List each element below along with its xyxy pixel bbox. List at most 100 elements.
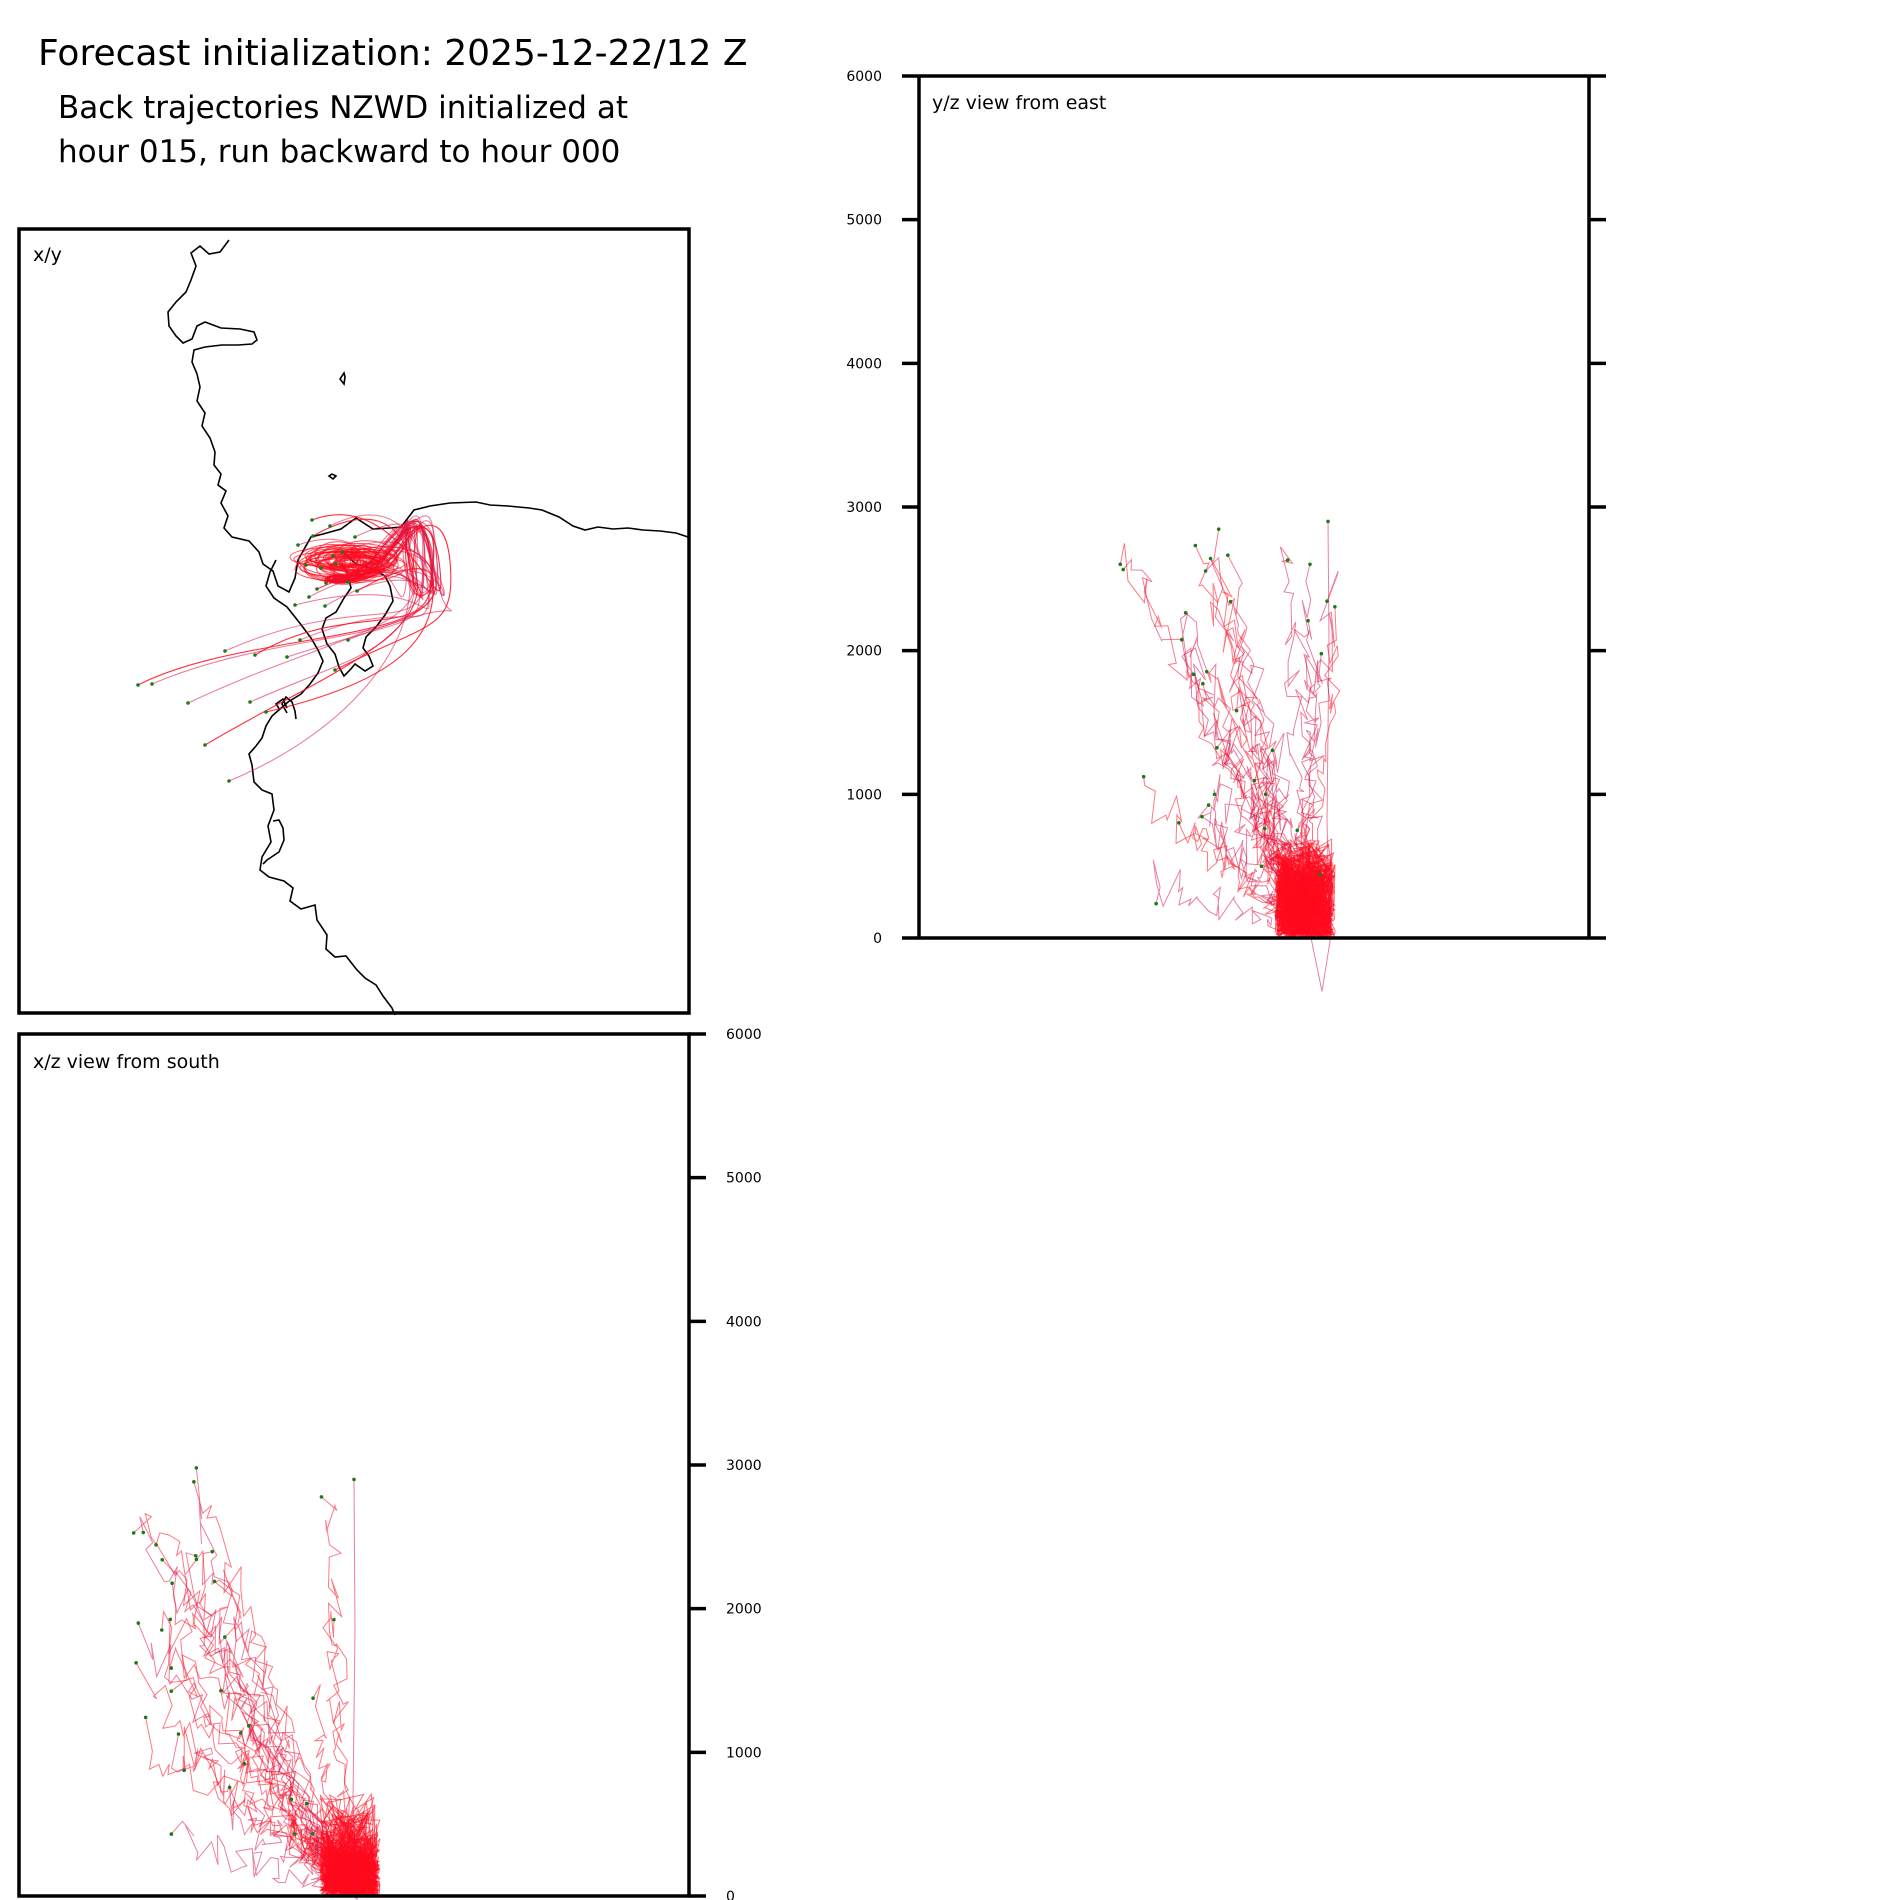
z-tick-label: 0 [873, 931, 882, 947]
trajectory-loop [329, 554, 365, 568]
trajectory-endpoint [134, 1661, 138, 1665]
trajectory-endpoint [1193, 543, 1198, 548]
trajectory-endpoint [154, 1542, 158, 1547]
trajectory-loop [334, 540, 398, 573]
trajectory-endpoint [334, 562, 338, 566]
trajectory-endpoint [1179, 637, 1184, 642]
trajectory-endpoint [1212, 792, 1217, 797]
trajectory-endpoint [253, 653, 257, 657]
trajectory-endpoint [1215, 745, 1219, 750]
trajectory-endpoint [355, 589, 359, 593]
z-tick-label: 5000 [726, 1171, 762, 1187]
trajectory-endpoint [1204, 669, 1209, 674]
trajectory-endpoint [311, 534, 315, 538]
coastline-segment [327, 473, 338, 481]
trajectory-endpoint [1203, 569, 1208, 573]
trajectory-endpoint [150, 682, 154, 686]
coastline-segment [167, 239, 689, 594]
trajectory-endpoint [352, 1477, 356, 1482]
z-tick-label: 5000 [846, 213, 882, 229]
trajectory-endpoint [1200, 814, 1204, 819]
trajectory-endpoint [1234, 708, 1239, 713]
trajectory-endpoint [159, 1628, 164, 1632]
trajectory-endpoint [1226, 553, 1230, 557]
trajectory-endpoint [1252, 778, 1257, 783]
xy-endpoints [136, 518, 359, 783]
trajectory-core [1278, 910, 1336, 939]
trajectory-loop [316, 547, 362, 576]
trajectory-endpoint [293, 603, 297, 607]
trajectory-endpoint [1228, 599, 1233, 604]
trajectory-endpoint [143, 1715, 148, 1720]
trajectory-profile [163, 1619, 355, 1893]
trajectory-endpoint [1121, 567, 1125, 572]
yz-endpoints [1118, 519, 1337, 906]
trajectory-endpoint [304, 1801, 309, 1806]
trajectory-core [324, 1826, 380, 1897]
trajectory-endpoint [1263, 792, 1268, 797]
trajectory-endpoint [292, 1832, 297, 1836]
figure-title: Forecast initialization: 2025-12-22/12 Z [38, 33, 748, 74]
trajectory-endpoint [223, 649, 227, 653]
trajectory-endpoint [169, 1689, 174, 1693]
trajectory-endpoint [1285, 558, 1290, 562]
z-tick-label: 4000 [726, 1314, 762, 1330]
trajectory-endpoint [227, 779, 231, 783]
z-tick-label: 1000 [726, 1745, 762, 1761]
trajectory-endpoint [136, 683, 140, 687]
trajectory-endpoint [182, 1768, 186, 1772]
trajectory-endpoint [194, 1466, 199, 1470]
xz-view-panel: 0 1000 2000 3000 4000 5000 6000 x/z view from … [17, 1027, 762, 1900]
trajectory-endpoint [1191, 672, 1196, 677]
trajectory-loop [289, 546, 381, 568]
trajectory-loop [336, 551, 377, 567]
trajectory-endpoint [333, 668, 337, 672]
z-tick-label: 3000 [846, 500, 882, 516]
trajectory-endpoint [328, 524, 332, 528]
xz-panel-frame [17, 1032, 691, 1898]
coastline-segment [274, 697, 288, 711]
trajectory-profile [135, 1662, 358, 1893]
trajectory-endpoint [1325, 599, 1329, 603]
trajectory-endpoint [141, 1530, 146, 1535]
xz-endpoints [131, 1466, 356, 1836]
trajectory-endpoint [346, 580, 350, 584]
z-tick-label: 6000 [846, 69, 882, 85]
trajectory-path [332, 526, 435, 595]
trajectory-endpoint [319, 1495, 324, 1499]
trajectory-endpoint [296, 543, 300, 547]
trajectory-endpoint [1262, 826, 1267, 831]
trajectory-endpoint [285, 655, 289, 659]
trajectory-endpoint [219, 1689, 223, 1693]
trajectory-endpoint [289, 1797, 294, 1802]
yz-panel-label: y/z view from east [932, 92, 1106, 114]
trajectory-endpoint [194, 1557, 199, 1562]
trajectory-core [319, 1852, 381, 1896]
trajectory-endpoint [169, 1666, 174, 1670]
trajectory-endpoint [169, 1832, 174, 1836]
trajectory-profile [171, 1583, 358, 1893]
trajectory-endpoint [136, 1621, 141, 1625]
trajectory-profile [170, 1820, 357, 1893]
trajectory-endpoint [1326, 519, 1330, 524]
trajectory-endpoint [227, 1785, 232, 1790]
trajectory-endpoint [168, 1617, 173, 1622]
trajectory-endpoint [311, 1696, 315, 1700]
trajectory-endpoint [176, 1732, 181, 1736]
coastline [167, 239, 689, 1016]
coastline-segment [339, 371, 346, 386]
trajectory-endpoint [319, 566, 323, 570]
trajectory-endpoint [160, 1557, 165, 1562]
trajectory-endpoint [1295, 828, 1300, 833]
xy-panel-label: x/y [33, 244, 62, 266]
trajectory-endpoint [1259, 864, 1264, 869]
trajectory-endpoint [353, 535, 357, 539]
xy-plan-view-panel: x/y [17, 227, 691, 1016]
trajectory-endpoint [1183, 610, 1188, 615]
trajectory-endpoint [210, 1549, 215, 1554]
trajectory-endpoint [346, 638, 350, 642]
xy-trajectories [137, 514, 452, 782]
trajectory-endpoint [323, 604, 327, 608]
trajectory-endpoint [264, 710, 268, 714]
z-tick-label: 1000 [846, 787, 882, 803]
